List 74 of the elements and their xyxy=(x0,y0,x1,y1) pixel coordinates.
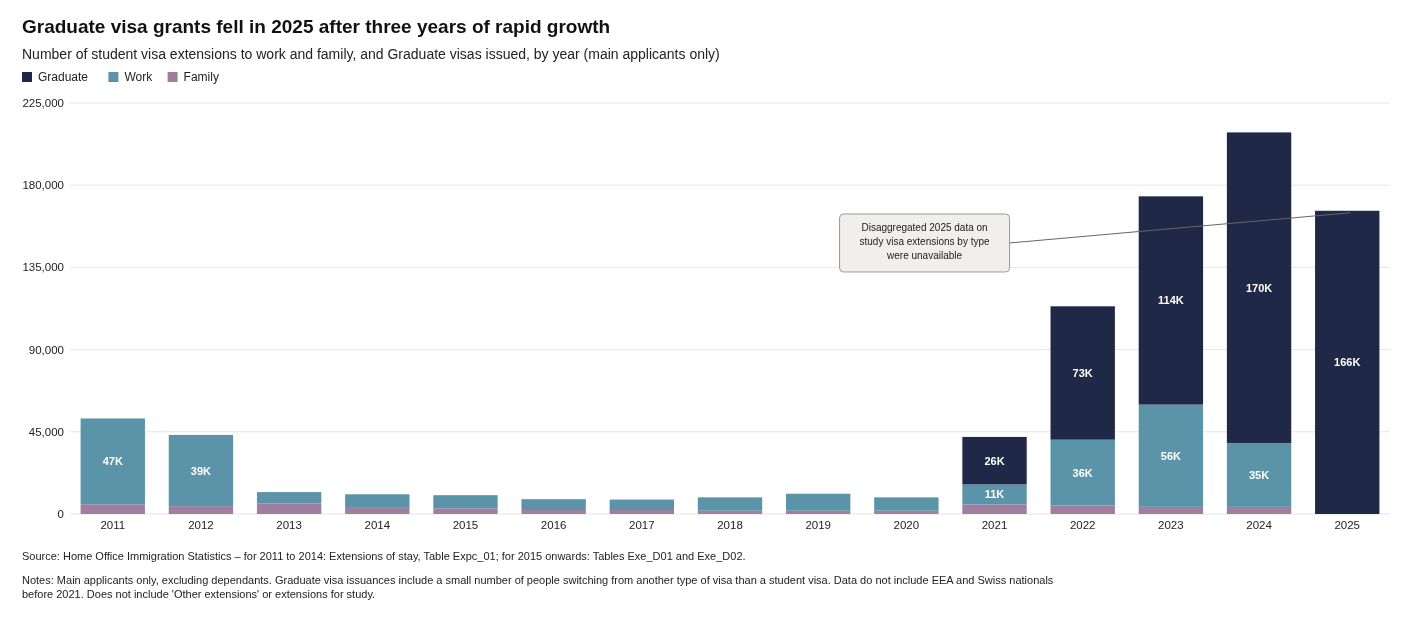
bar xyxy=(962,436,1027,485)
data-label: 39K xyxy=(190,464,212,477)
legend-label: Family xyxy=(183,70,219,84)
data-label: 166K xyxy=(1334,356,1361,369)
bar xyxy=(168,506,234,514)
y-tick-label: 0 xyxy=(57,508,64,520)
bar xyxy=(874,510,939,514)
bar xyxy=(609,499,675,510)
bar xyxy=(521,499,586,510)
bar xyxy=(785,510,851,514)
bar xyxy=(1138,196,1204,405)
bar xyxy=(1138,506,1204,514)
data-label: 73K xyxy=(1072,366,1093,379)
source-note: Source: Home Office Immigration Statistics – for 2011 to 2014: Extensions of stay, Table Expc_01; for 2015 onwards: Tables Exe_D01 and Exe_D02. xyxy=(22,550,746,562)
data-label: 26K xyxy=(984,454,1005,467)
data-label: 47K xyxy=(102,455,123,468)
legend-label: Work xyxy=(124,70,154,84)
bar xyxy=(697,510,763,514)
y-tick-label: 90,000 xyxy=(28,343,64,356)
data-label: 56K xyxy=(1160,449,1182,462)
bar xyxy=(697,497,763,511)
bar xyxy=(962,484,1027,505)
bar xyxy=(345,507,410,514)
bar xyxy=(1138,404,1204,507)
x-tick-label: 2014 xyxy=(364,519,391,531)
x-tick-label: 2024 xyxy=(1246,519,1273,531)
x-tick-label: 2015 xyxy=(452,519,479,531)
bar xyxy=(785,493,851,511)
bar xyxy=(80,504,145,514)
data-label: 114K xyxy=(1158,294,1184,307)
data-label: 170K xyxy=(1245,281,1273,294)
bar xyxy=(1226,442,1292,507)
bar xyxy=(1226,506,1292,514)
annotation: Disaggregated 2025 data on study visa extensions by type were unavailable xyxy=(859,221,991,261)
x-tick-label: 2011 xyxy=(100,519,126,531)
bar xyxy=(1050,306,1115,440)
y-tick-label: 135,000 xyxy=(22,261,64,274)
y-tick-label: 225,000 xyxy=(22,97,64,109)
bar xyxy=(433,495,498,509)
text: Notes: Main applicants only, excluding dependants. Graduate visa issuances include a small number of people switching from another type of visa than a student visa. Data do not include EEA and Swiss nationals before 2021. Does not include 'Other extensions' or extensions for study. xyxy=(22,574,1054,600)
bar xyxy=(962,504,1027,514)
data-label: 11K xyxy=(984,488,1005,501)
x-tick-label: 2017 xyxy=(629,519,655,531)
chart-subtitle: Number of student visa extensions to work and family, and Graduate visas issued, by year (main applicants only) xyxy=(22,46,720,62)
bar xyxy=(80,418,145,505)
bar xyxy=(345,494,410,508)
bar xyxy=(1050,505,1115,514)
y-tick-label: 45,000 xyxy=(28,425,64,438)
chart-title: Graduate visa grants fell in 2025 after three years of rapid growth xyxy=(22,16,611,37)
x-tick-label: 2019 xyxy=(805,519,831,531)
bar xyxy=(433,508,498,514)
bar xyxy=(256,503,322,514)
data-label: 35K xyxy=(1248,468,1270,481)
x-tick-label: 2013 xyxy=(276,519,302,531)
bar xyxy=(609,509,675,514)
bar xyxy=(1050,439,1115,506)
x-tick-label: 2022 xyxy=(1069,519,1096,531)
bar xyxy=(256,492,322,504)
x-tick-label: 2018 xyxy=(717,519,743,531)
x-tick-label: 2020 xyxy=(893,519,920,531)
bar xyxy=(168,434,234,507)
x-tick-label: 2025 xyxy=(1334,519,1361,531)
data-label: 36K xyxy=(1072,466,1093,479)
y-tick-label: 180,000 xyxy=(22,179,64,192)
bar xyxy=(1226,132,1292,443)
bar xyxy=(874,497,939,511)
x-tick-label: 2012 xyxy=(188,519,214,531)
bar xyxy=(1315,210,1380,514)
x-tick-label: 2016 xyxy=(540,519,567,531)
x-tick-label: 2021 xyxy=(981,519,1008,531)
bar xyxy=(521,509,586,514)
callout: Disaggregated 2025 data on study visa extensions by type were unavailable xyxy=(839,212,1351,273)
x-tick-label: 2023 xyxy=(1158,519,1184,531)
legend-label: Graduate xyxy=(38,70,89,84)
